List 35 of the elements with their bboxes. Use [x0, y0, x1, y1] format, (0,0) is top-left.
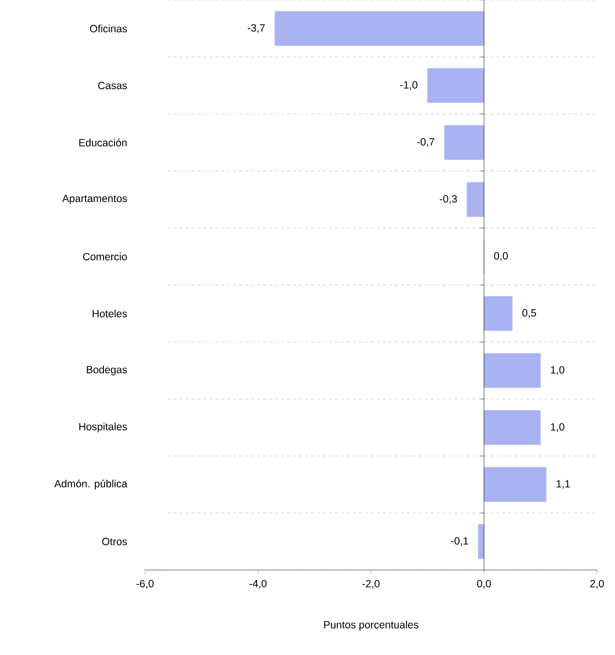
- y-tick-label: Otros: [102, 538, 127, 546]
- x-tick-label: 0,0: [477, 580, 491, 589]
- x-tick-label: -4,0: [249, 580, 267, 589]
- data-label: -0,3: [440, 195, 457, 204]
- bar: [444, 125, 484, 160]
- x-tick-label: -2,0: [362, 580, 380, 589]
- data-label: 1,1: [556, 480, 570, 489]
- data-label: -3,7: [248, 24, 265, 33]
- y-tick-label: Admón. pública: [54, 480, 128, 490]
- bar: [427, 68, 484, 103]
- bar: [484, 296, 512, 331]
- y-tick-label: Casas: [98, 82, 127, 90]
- data-label: 0,0: [494, 252, 508, 261]
- y-tick-label: Bodegas: [86, 366, 127, 376]
- y-tick-label: Apartamentos: [62, 194, 127, 204]
- data-label: 1,0: [550, 423, 564, 432]
- bar: [484, 410, 541, 445]
- bar: [484, 353, 541, 388]
- bar: [484, 467, 546, 502]
- x-axis-title: Puntos porcentuales: [324, 620, 418, 631]
- data-label: -0,7: [417, 138, 434, 147]
- y-tick-label: Comercio: [83, 252, 127, 260]
- data-label: 0,5: [522, 309, 536, 318]
- data-label: -0,1: [451, 537, 468, 546]
- y-tick-label: Educación: [79, 138, 127, 146]
- y-tick-label: Hoteles: [92, 310, 127, 318]
- data-label: -1,0: [400, 81, 418, 90]
- bar: [274, 11, 484, 46]
- data-label: 1,0: [550, 366, 564, 375]
- x-tick-label: -6,0: [136, 580, 154, 589]
- y-tick-label: Hospitales: [79, 422, 127, 432]
- x-tick-label: 2,0: [590, 580, 604, 589]
- y-tick-label: Oficinas: [90, 24, 127, 32]
- bar: [466, 182, 484, 217]
- bar: [478, 524, 484, 559]
